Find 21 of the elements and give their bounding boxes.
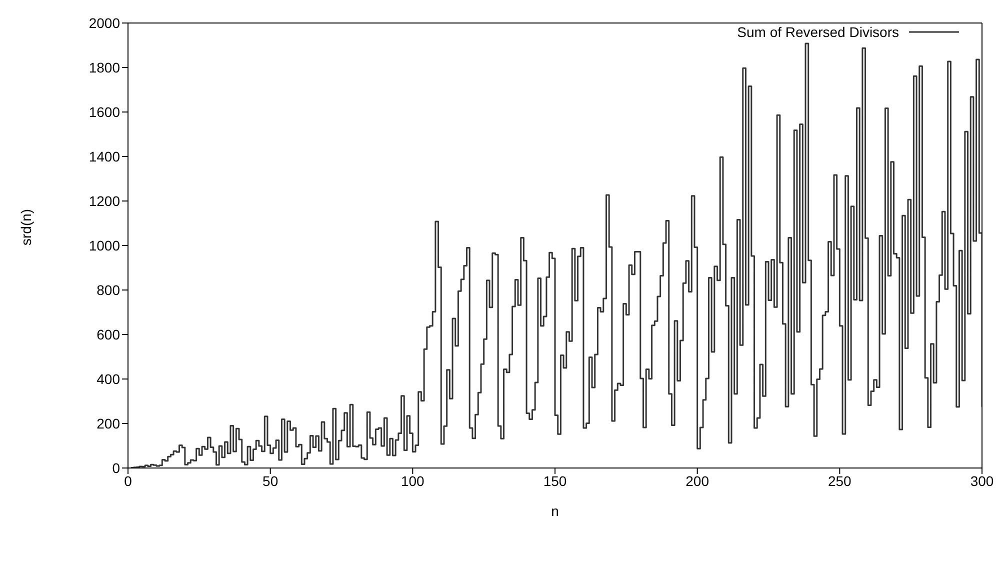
y-tick-label: 0 [112, 460, 120, 476]
y-tick-label: 800 [96, 282, 120, 298]
y-tick-label: 200 [96, 415, 120, 432]
y-tick-label: 1800 [88, 59, 120, 76]
legend-label: Sum of Reversed Divisors [737, 24, 899, 40]
y-tick-label: 1600 [88, 104, 120, 120]
y-tick-label: 400 [96, 370, 120, 387]
y-tick-label: 2000 [88, 14, 120, 31]
y-tick-label: 600 [96, 326, 120, 342]
y-tick-label: 1200 [88, 192, 120, 209]
x-tick-label: 50 [262, 472, 278, 489]
x-tick-label: 100 [400, 472, 425, 489]
y-tick-label: 1400 [88, 148, 120, 164]
y-axis-title: srd(n) [18, 208, 34, 246]
y-tick-label: 1000 [88, 237, 120, 254]
x-tick-label: 150 [543, 472, 567, 489]
x-tick-label: 200 [686, 472, 710, 489]
x-tick-label: 0 [124, 472, 132, 489]
x-tick-label: 300 [970, 472, 994, 489]
x-axis-title: n [551, 503, 559, 519]
x-tick-label: 250 [828, 472, 852, 489]
